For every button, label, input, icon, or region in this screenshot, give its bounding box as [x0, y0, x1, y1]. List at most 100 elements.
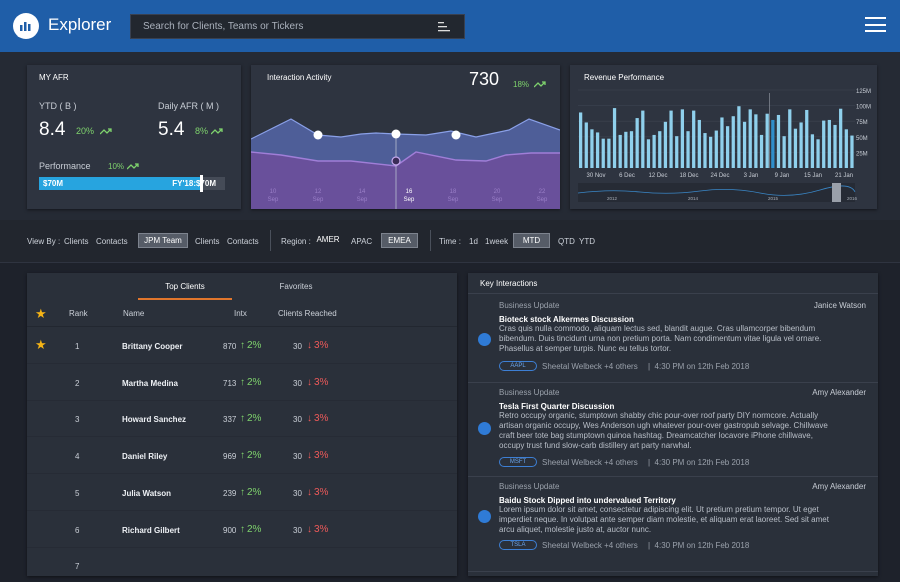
ticker-tag[interactable]: AAPL — [499, 361, 537, 371]
interaction-item[interactable]: Business Update Amy Alexander Tesla First … — [468, 383, 878, 477]
revenue-bar[interactable] — [742, 121, 747, 168]
revenue-bar[interactable] — [850, 135, 854, 168]
revenue-bar[interactable] — [663, 121, 668, 168]
revenue-bar[interactable] — [731, 116, 735, 168]
revenue-bar[interactable] — [720, 117, 724, 168]
revenue-bar[interactable] — [629, 131, 634, 168]
interaction-point[interactable] — [451, 130, 461, 140]
interaction-point[interactable] — [391, 156, 401, 166]
revenue-bar[interactable] — [844, 129, 848, 168]
revenue-bar[interactable] — [805, 109, 809, 168]
col-clients-reached[interactable]: Clients Reached — [278, 309, 337, 318]
revenue-bar[interactable] — [624, 131, 628, 168]
revenue-bar[interactable] — [618, 134, 622, 168]
revenue-bar[interactable] — [703, 133, 707, 168]
table-row[interactable]: 2 Martha Medina 713 ↑ 2% 30 ↓ 3% — [27, 364, 457, 401]
ticker-tag[interactable]: TSLA — [499, 540, 537, 550]
view-clients-2[interactable]: Clients — [195, 237, 220, 246]
revenue-bar[interactable] — [748, 109, 752, 168]
name-cell[interactable]: Daniel Riley — [122, 452, 168, 462]
revenue-bar[interactable] — [822, 120, 826, 168]
revenue-bar[interactable] — [584, 122, 588, 168]
revenue-bar[interactable] — [692, 110, 696, 168]
interaction-item[interactable]: Business Update Janice Watson Bioteck stoc… — [468, 296, 878, 383]
col-name[interactable]: Name — [123, 309, 145, 318]
interaction-person[interactable]: Janice Watson — [813, 301, 866, 310]
revenue-bar[interactable] — [635, 118, 639, 168]
revenue-bar[interactable] — [601, 138, 605, 168]
revenue-bar[interactable] — [737, 106, 741, 168]
revenue-bar[interactable] — [646, 139, 651, 168]
revenue-bar[interactable] — [595, 132, 600, 168]
table-row[interactable]: 4 Daniel Riley 969 ↑ 2% 30 ↓ 3% — [27, 437, 457, 475]
name-cell[interactable]: Julia Watson — [122, 488, 172, 498]
revenue-bar[interactable] — [725, 126, 730, 168]
revenue-bar[interactable] — [612, 108, 617, 168]
interaction-title[interactable]: Bioteck stock Alkermes Discussion — [499, 315, 634, 324]
revenue-bar[interactable] — [652, 134, 656, 168]
revenue-bar[interactable] — [810, 134, 815, 168]
revenue-bar[interactable] — [839, 108, 843, 168]
revenue-bar[interactable] — [759, 134, 764, 168]
table-row[interactable]: 5 Julia Watson 239 ↑ 2% 30 ↓ 3% — [27, 474, 457, 511]
hamburger-menu-icon[interactable] — [865, 17, 886, 34]
region-emea[interactable]: EMEA — [381, 233, 418, 248]
interaction-owner[interactable]: Sheetal Welbeck +4 others — [542, 458, 638, 467]
revenue-bar[interactable] — [827, 119, 831, 168]
revenue-bar[interactable] — [686, 131, 690, 168]
filter-icon[interactable] — [438, 22, 450, 32]
revenue-bar[interactable] — [579, 112, 583, 168]
revenue-bar[interactable] — [771, 119, 775, 168]
time-1d[interactable]: 1d — [469, 237, 478, 246]
region-apac[interactable]: APAC — [351, 237, 373, 246]
range-handle[interactable] — [832, 183, 841, 202]
revenue-bar[interactable] — [793, 128, 798, 168]
revenue-bar[interactable] — [658, 131, 662, 168]
revenue-bar[interactable] — [782, 136, 786, 168]
revenue-bar[interactable] — [590, 129, 594, 168]
interaction-title[interactable]: Tesla First Quarter Discussion — [499, 402, 615, 411]
range-navigator[interactable] — [578, 183, 855, 202]
search-input[interactable] — [131, 15, 421, 38]
interaction-owner[interactable]: Sheetal Welbeck +4 others — [542, 362, 638, 371]
revenue-bar[interactable] — [833, 124, 837, 168]
col-intx[interactable]: Intx — [234, 309, 247, 318]
interaction-title[interactable]: Baidu Stock Dipped into undervalued Terr… — [499, 496, 676, 505]
revenue-bar[interactable] — [669, 110, 673, 168]
time-ytd[interactable]: YTD — [579, 237, 595, 246]
revenue-bar[interactable] — [641, 110, 645, 168]
name-cell[interactable]: Martha Medina — [122, 378, 179, 388]
interaction-point[interactable] — [313, 130, 323, 140]
revenue-bar[interactable] — [697, 119, 701, 168]
table-row[interactable]: 6 Richard Gilbert 900 ↑ 2% 30 ↓ 3% — [27, 511, 457, 548]
col-rank[interactable]: Rank — [69, 309, 88, 318]
view-contacts-2[interactable]: Contacts — [227, 237, 259, 246]
interaction-item[interactable]: Business Update Amy Alexander Baidu Stock … — [468, 477, 878, 572]
name-cell[interactable]: Brittany Cooper — [122, 342, 183, 351]
ticker-tag[interactable]: MSFT — [499, 457, 537, 467]
table-row[interactable]: 3 Howard Sanchez 337 ↑ 2% 30 ↓ 3% — [27, 400, 457, 438]
revenue-bar[interactable] — [709, 136, 713, 168]
revenue-bar[interactable] — [607, 138, 611, 168]
name-cell[interactable]: Howard Sanchez — [122, 415, 187, 425]
revenue-bar[interactable] — [675, 136, 679, 168]
region-amer[interactable]: AMER — [316, 235, 340, 244]
revenue-bar[interactable] — [754, 114, 758, 168]
interaction-person[interactable]: Amy Alexander — [812, 482, 866, 491]
revenue-bar[interactable] — [788, 109, 792, 168]
time-mtd[interactable]: MTD — [513, 233, 550, 248]
view-clients[interactable]: Clients — [64, 237, 89, 246]
interaction-owner[interactable]: Sheetal Welbeck +4 others — [542, 541, 638, 550]
table-row[interactable]: ★ 1 Brittany Cooper 870 ↑ 2% 30 ↓ 3% — [27, 327, 457, 364]
revenue-bar[interactable] — [765, 113, 769, 168]
interaction-person[interactable]: Amy Alexander — [812, 388, 866, 397]
view-contacts[interactable]: Contacts — [96, 237, 128, 246]
view-jpm-team[interactable]: JPM Team — [138, 233, 188, 248]
interaction-point[interactable] — [391, 129, 401, 139]
revenue-bar[interactable] — [714, 130, 718, 168]
revenue-bar[interactable] — [680, 109, 685, 168]
star-icon[interactable]: ★ — [35, 306, 47, 321]
revenue-bar[interactable] — [799, 122, 803, 168]
revenue-bar[interactable] — [776, 114, 781, 168]
time-qtd[interactable]: QTD — [558, 237, 575, 246]
